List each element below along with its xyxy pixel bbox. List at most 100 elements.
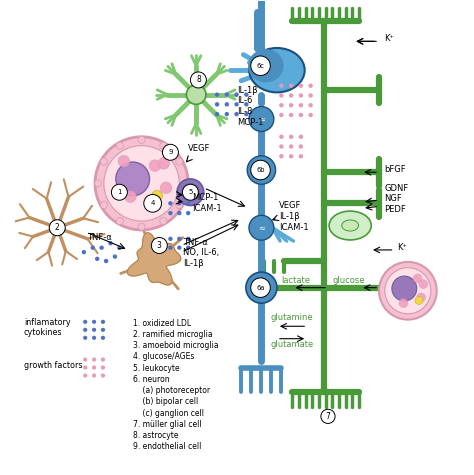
Point	[213, 101, 221, 108]
Circle shape	[158, 158, 170, 169]
Ellipse shape	[342, 220, 359, 231]
Point	[167, 200, 174, 207]
Circle shape	[160, 182, 172, 194]
Text: VEGF: VEGF	[188, 144, 210, 153]
Circle shape	[413, 274, 422, 283]
Circle shape	[138, 136, 145, 143]
Point	[99, 364, 107, 371]
Text: inflamatory
cytokines: inflamatory cytokines	[24, 318, 71, 337]
Text: glutamine: glutamine	[271, 313, 313, 322]
Text: lactate: lactate	[281, 276, 310, 285]
Circle shape	[176, 201, 183, 209]
Point	[91, 372, 98, 380]
Point	[99, 334, 107, 342]
Point	[102, 257, 110, 265]
Circle shape	[160, 142, 167, 149]
Circle shape	[111, 184, 128, 200]
Point	[213, 110, 221, 118]
Point	[99, 372, 107, 380]
Text: K⁺: K⁺	[384, 34, 394, 43]
Circle shape	[249, 215, 274, 240]
Circle shape	[160, 218, 167, 225]
Circle shape	[116, 218, 123, 225]
Circle shape	[118, 155, 129, 167]
Circle shape	[419, 280, 428, 288]
Circle shape	[399, 299, 408, 308]
Point	[287, 92, 295, 99]
Point	[98, 244, 105, 251]
Point	[307, 102, 314, 109]
Circle shape	[145, 195, 156, 207]
Text: IL-1β
IL-6
IL-8
MCP-1: IL-1β IL-6 IL-8 MCP-1	[237, 86, 264, 127]
Text: VEGF
IL-1β
ICAM-1: VEGF IL-1β ICAM-1	[279, 201, 309, 232]
Circle shape	[251, 278, 270, 297]
Point	[91, 318, 98, 326]
Point	[287, 142, 295, 150]
Point	[184, 235, 192, 243]
Circle shape	[182, 184, 199, 200]
Polygon shape	[128, 233, 181, 285]
Point	[223, 91, 230, 98]
Point	[287, 82, 295, 89]
Circle shape	[321, 409, 335, 424]
Point	[243, 110, 250, 118]
Circle shape	[385, 268, 431, 314]
Point	[307, 82, 314, 89]
Point	[287, 102, 295, 109]
Point	[99, 356, 107, 363]
Point	[307, 92, 314, 99]
Circle shape	[251, 56, 270, 76]
Point	[184, 200, 192, 207]
Text: growth factors: growth factors	[24, 361, 82, 370]
Point	[297, 142, 305, 150]
Circle shape	[417, 293, 426, 302]
Text: 6a: 6a	[256, 285, 264, 291]
Circle shape	[125, 191, 136, 202]
Circle shape	[415, 296, 423, 304]
Circle shape	[149, 160, 161, 171]
Circle shape	[151, 238, 167, 254]
Point	[223, 101, 230, 108]
Text: TNF-α: TNF-α	[87, 233, 112, 242]
Text: K⁺: K⁺	[397, 243, 407, 252]
Circle shape	[246, 272, 277, 303]
Circle shape	[163, 144, 178, 160]
Text: ≈: ≈	[258, 114, 265, 124]
Point	[307, 111, 314, 119]
Point	[80, 248, 88, 256]
Point	[278, 152, 285, 160]
Point	[91, 356, 98, 363]
Text: 5: 5	[188, 189, 192, 195]
Text: 3: 3	[157, 241, 162, 250]
Ellipse shape	[248, 49, 283, 82]
Text: glutamate: glutamate	[270, 341, 314, 350]
Text: 1: 1	[117, 189, 122, 195]
Circle shape	[379, 262, 437, 320]
Circle shape	[186, 85, 206, 104]
Circle shape	[95, 137, 188, 230]
Circle shape	[191, 72, 206, 88]
Point	[213, 91, 221, 98]
Point	[175, 235, 183, 243]
Point	[167, 244, 174, 251]
Point	[91, 326, 98, 333]
Point	[287, 133, 295, 141]
Text: GDNF
NGF
PEDF: GDNF NGF PEDF	[384, 184, 409, 214]
Text: 9: 9	[168, 149, 173, 155]
Point	[99, 318, 107, 326]
Point	[116, 244, 123, 251]
Point	[233, 110, 240, 118]
Text: 8: 8	[196, 76, 201, 85]
Point	[278, 133, 285, 141]
Point	[223, 110, 230, 118]
Point	[287, 152, 295, 160]
Point	[278, 142, 285, 150]
Circle shape	[182, 180, 189, 187]
Circle shape	[144, 194, 162, 212]
Point	[89, 244, 97, 251]
Text: ≈: ≈	[258, 223, 265, 232]
Ellipse shape	[249, 48, 305, 92]
Point	[93, 255, 101, 263]
Circle shape	[100, 158, 108, 165]
Point	[243, 91, 250, 98]
